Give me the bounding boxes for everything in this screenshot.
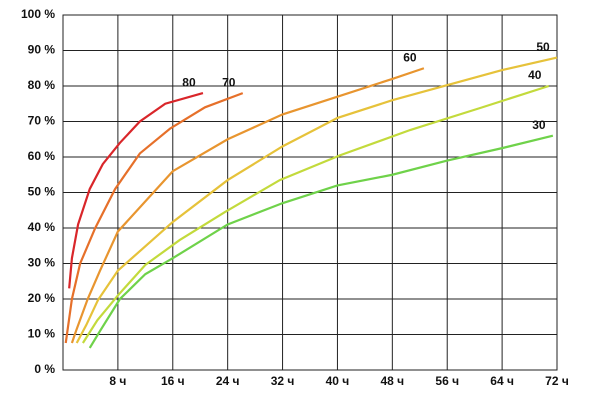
series-label: 60 xyxy=(403,50,417,64)
series-label: 30 xyxy=(532,118,546,132)
y-tick-label: 30 % xyxy=(28,256,56,270)
y-tick-label: 90 % xyxy=(28,43,56,57)
series-line xyxy=(88,134,554,349)
y-tick-label: 20 % xyxy=(28,291,56,305)
y-tick-label: 100 % xyxy=(21,7,55,21)
y-tick-label: 40 % xyxy=(28,220,56,234)
series-label: 50 xyxy=(536,40,550,54)
series-line xyxy=(70,67,425,344)
y-tick-label: 80 % xyxy=(28,78,56,92)
y-tick-label: 50 % xyxy=(28,185,56,199)
x-tick-label: 8 ч xyxy=(109,374,126,388)
x-tick-label: 24 ч xyxy=(216,374,240,388)
x-tick-label: 40 ч xyxy=(326,374,350,388)
y-tick-label: 60 % xyxy=(28,149,56,163)
x-tick-label: 16 ч xyxy=(161,374,185,388)
series-label: 70 xyxy=(222,75,236,89)
series-line xyxy=(64,92,244,344)
x-tick-label: 64 ч xyxy=(490,374,514,388)
series-line xyxy=(81,84,550,344)
x-tick-label: 48 ч xyxy=(381,374,405,388)
y-tick-label: 10 % xyxy=(28,327,56,341)
x-tick-label: 72 ч xyxy=(545,374,569,388)
series-line xyxy=(68,92,204,289)
series-label: 80 xyxy=(182,75,196,89)
series-label: 40 xyxy=(528,68,542,82)
x-tick-label: 56 ч xyxy=(435,374,459,388)
series-line xyxy=(75,56,558,344)
y-tick-label: 70 % xyxy=(28,114,56,128)
x-tick-label: 32 ч xyxy=(271,374,295,388)
y-tick-label: 0 % xyxy=(34,362,55,376)
